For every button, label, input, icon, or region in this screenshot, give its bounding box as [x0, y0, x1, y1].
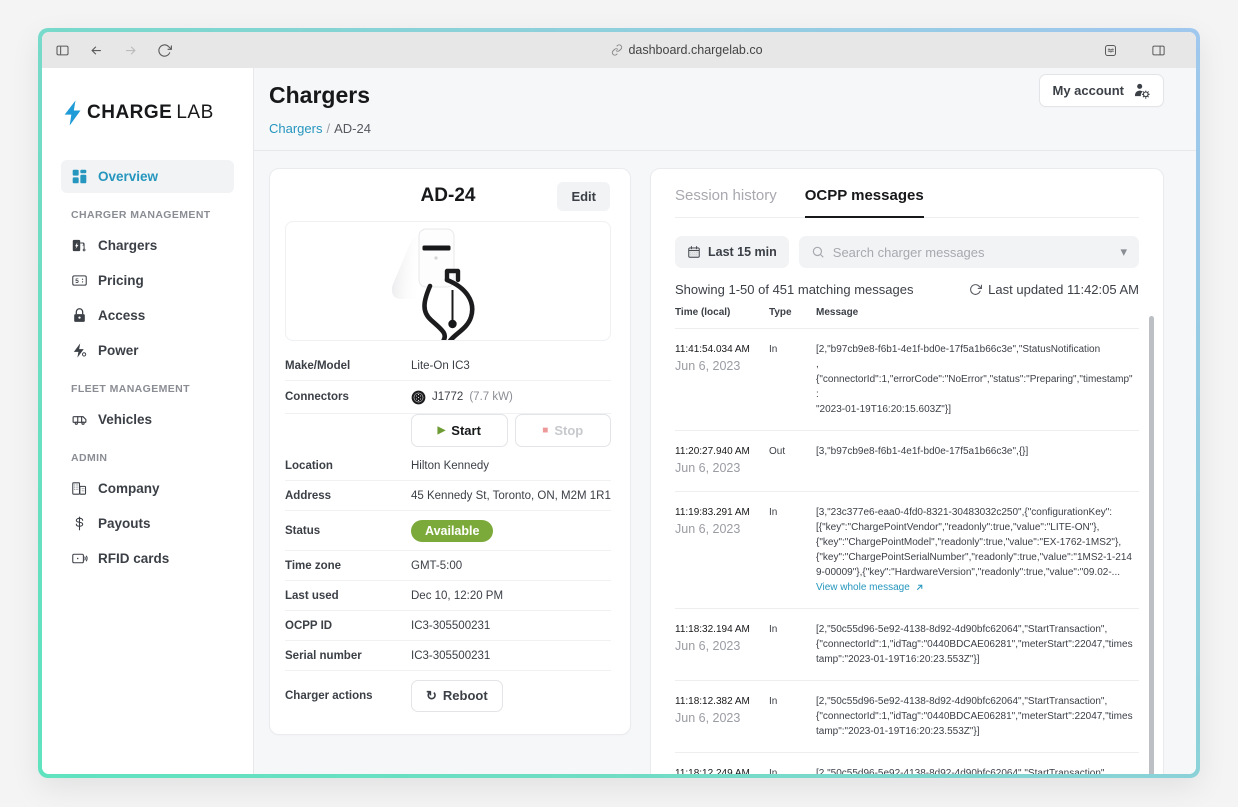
- svg-text:5: 5: [75, 278, 79, 285]
